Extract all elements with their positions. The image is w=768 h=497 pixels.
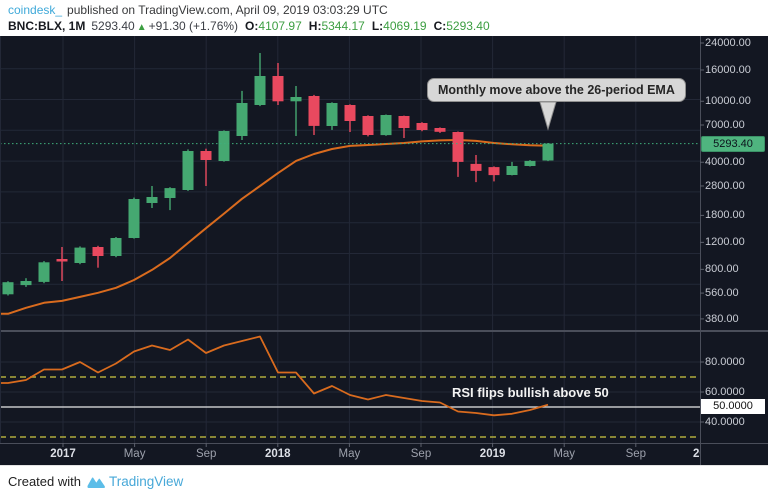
time-tick-label: Sep (625, 448, 647, 460)
candle-body (200, 151, 212, 160)
candle-body (524, 160, 536, 166)
candle-body (38, 262, 50, 282)
price-tick-label: 560.00 (705, 287, 739, 300)
high-value: 5344.17 (321, 19, 365, 33)
attribution-bar: Created with TradingView (0, 465, 768, 497)
candle-body (308, 96, 320, 126)
candle-body (290, 97, 302, 102)
time-tick-label: Sep (195, 448, 217, 460)
symbol-quote-line: BNC:BLX, 1M 5293.40 ▲ +91.30 (+1.76%) O:4107… (8, 19, 768, 35)
candle-body (218, 131, 230, 161)
candle-body (470, 163, 482, 171)
price-chart-area[interactable]: Monthly move above the 26-period EMA RSI… (0, 36, 768, 465)
candle-body (20, 281, 32, 286)
candle-body (74, 247, 86, 263)
time-tick-label: May (123, 448, 146, 460)
price-tick-label: 7000.00 (705, 118, 745, 131)
candle-body (488, 167, 500, 176)
header: coindesk_ published on TradingView.com, A… (0, 0, 768, 36)
rsi-midline-label: 50.0000 (701, 399, 765, 414)
up-arrow-icon: ▲ (136, 22, 147, 33)
time-tick-label: May (338, 448, 361, 460)
price-tick-label: 1200.00 (705, 236, 745, 249)
candle-body (542, 143, 554, 161)
byline: coindesk_ published on TradingView.com, A… (8, 3, 768, 18)
tradingview-logo-icon (87, 475, 106, 489)
high-label: H: (308, 19, 322, 33)
low-label: L: (371, 19, 384, 33)
candle-body (182, 151, 194, 190)
open-label: O: (245, 19, 259, 33)
time-tick-label: Sep (410, 448, 432, 460)
candle-body (362, 116, 374, 135)
last-price: 5293.40 (91, 19, 135, 33)
candle-body (326, 103, 338, 126)
candle-body (92, 247, 104, 256)
publish-info: published on TradingView.com, April 09, … (67, 3, 388, 17)
candle-body (164, 188, 176, 198)
symbol-label: BNC:BLX, 1M (8, 19, 86, 33)
time-axis[interactable]: 2017 May Sep 2018 May Sep 2019 May Sep 20 (0, 443, 700, 465)
candle-body (56, 259, 68, 262)
rsi-tick-label: 60.0000 (705, 386, 745, 398)
callout-tail (539, 101, 557, 131)
ema-line (0, 139, 549, 315)
low-value: 4069.19 (383, 19, 427, 33)
price-tick-label: 10000.00 (705, 95, 751, 108)
close-label: C: (433, 19, 447, 33)
time-tick-label: 2019 (479, 448, 506, 460)
price-tick-label: 800.00 (705, 263, 739, 276)
candle-body (110, 238, 122, 256)
rsi-tick-label: 40.0000 (705, 416, 745, 428)
price-tick-label: 24000.00 (705, 37, 751, 49)
candle-body (2, 282, 14, 295)
time-tick-label: 2017 (50, 448, 76, 460)
candle-body (128, 199, 140, 238)
tradingview-link[interactable]: TradingView (108, 474, 184, 489)
chart-canvas[interactable] (0, 36, 768, 465)
rsi-line (0, 335, 549, 417)
candle-body (272, 76, 284, 102)
candle-body (254, 76, 266, 105)
candle-body (398, 116, 410, 128)
rsi-annotation[interactable]: RSI flips bullish above 50 (452, 385, 609, 400)
candle-body (380, 115, 392, 136)
time-tick-label: May (553, 448, 576, 460)
candle-body (434, 128, 446, 132)
price-tick-label: 1800.00 (705, 209, 745, 222)
candle-body (146, 197, 158, 203)
candle-body (452, 132, 464, 162)
author-link[interactable]: coindesk_ (8, 3, 63, 17)
rsi-tick-label: 80.0000 (705, 356, 745, 368)
time-tick-label: 2018 (265, 448, 291, 460)
price-change: +91.30 (+1.76%) (148, 19, 239, 33)
close-value: 5293.40 (446, 19, 490, 33)
price-tick-label: 380.00 (705, 312, 739, 325)
candle-body (416, 123, 428, 130)
candle-body (344, 105, 356, 121)
price-tick-label: 4000.00 (705, 156, 745, 169)
ema-callout[interactable]: Monthly move above the 26-period EMA (427, 78, 686, 102)
price-tick-label: 16000.00 (705, 63, 751, 76)
created-with-text: Created with (8, 474, 81, 489)
open-value: 4107.97 (258, 19, 302, 33)
price-tick-label: 2800.00 (705, 179, 745, 192)
candle-body (236, 103, 248, 136)
time-tick-label: 20 (693, 448, 700, 460)
candle-body (506, 166, 518, 175)
last-price-label: 5293.40 (701, 135, 765, 152)
